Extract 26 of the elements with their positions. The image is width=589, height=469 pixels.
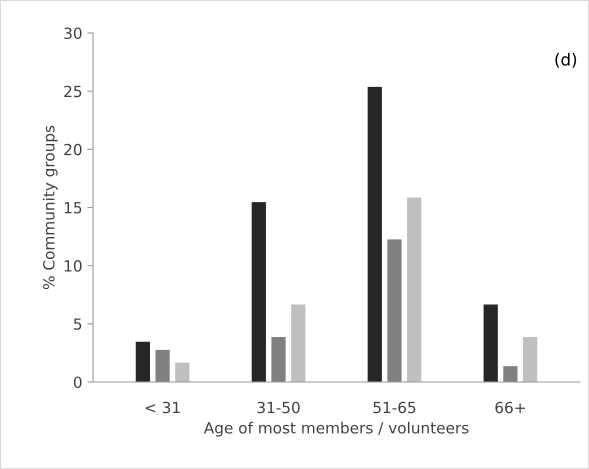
bar [502,365,518,382]
y-tick-label: 20 [64,144,82,156]
bar [270,336,286,382]
y-tick-label: 5 [74,318,82,330]
x-tick-label: < 31 [146,402,180,414]
x-tick-label: 66+ [495,402,525,414]
bar [366,86,383,382]
y-tick-label: 30 [64,27,82,40]
y-tick-label: 0 [74,376,82,388]
bar [154,349,171,382]
x-tick-label: 31-50 [257,402,300,414]
bar [406,196,422,382]
bar [290,304,306,382]
y-tick-label: 15 [64,202,82,214]
x-axis-title: Age of most members / volunteers [204,422,468,437]
x-tick-label: 51-65 [373,402,416,414]
y-tick-label: 25 [64,86,82,98]
bar [250,201,267,382]
y-tick-label: 10 [64,260,82,272]
bar [174,362,190,382]
y-axis-title: % Community groups [42,126,58,290]
bar [522,336,538,382]
bar [482,304,499,382]
bar [134,340,151,382]
bar [386,238,402,382]
annotation: (d) [555,52,576,68]
